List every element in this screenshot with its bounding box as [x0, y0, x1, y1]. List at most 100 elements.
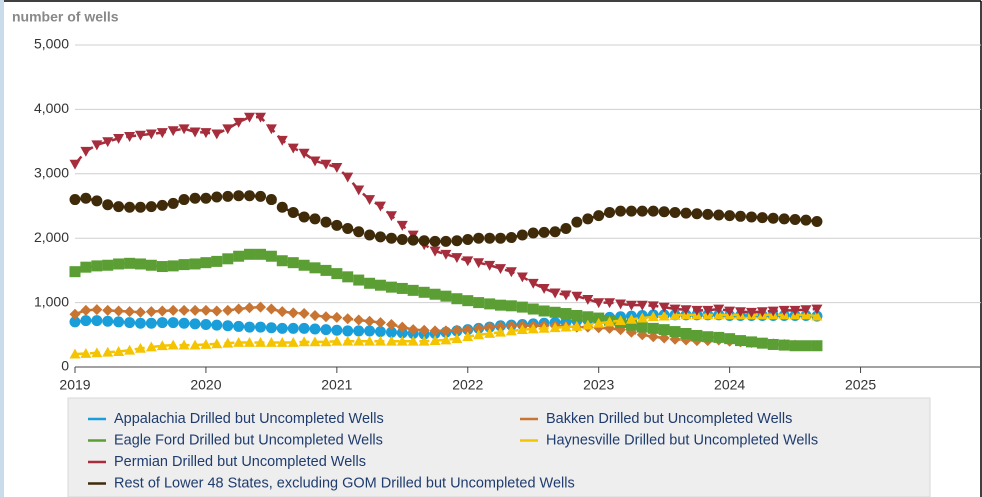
marker [756, 307, 768, 318]
marker [222, 253, 234, 265]
marker [549, 306, 561, 318]
marker [244, 302, 256, 314]
legend-label: Rest of Lower 48 States, excluding GOM D… [114, 475, 575, 491]
marker [134, 201, 146, 213]
marker [418, 335, 430, 346]
marker [364, 325, 376, 337]
marker [233, 190, 245, 202]
marker [593, 210, 605, 222]
marker [374, 231, 386, 243]
marker [538, 226, 550, 238]
marker [255, 112, 267, 123]
marker [102, 199, 114, 211]
left-edge [0, 0, 4, 497]
marker [102, 315, 114, 327]
marker [724, 210, 736, 222]
marker [647, 322, 659, 334]
marker [713, 209, 725, 221]
marker [800, 305, 812, 316]
marker [407, 234, 419, 246]
marker [178, 194, 190, 206]
marker [767, 212, 779, 224]
marker [287, 143, 299, 154]
marker [145, 317, 157, 329]
marker [167, 126, 179, 137]
marker [767, 338, 779, 350]
marker [156, 199, 168, 211]
marker [473, 232, 485, 244]
series-line [74, 115, 818, 314]
marker [69, 308, 81, 320]
marker [484, 328, 496, 338]
marker [429, 235, 441, 247]
marker [287, 337, 299, 347]
marker [451, 293, 463, 305]
marker [527, 227, 539, 239]
marker [407, 335, 419, 346]
marker [91, 347, 103, 358]
marker [473, 258, 485, 269]
legend-box [67, 397, 931, 497]
marker [582, 319, 594, 330]
marker [658, 206, 670, 218]
marker [396, 321, 408, 333]
marker [385, 281, 397, 293]
marker [156, 261, 168, 273]
marker [691, 208, 703, 220]
marker [647, 205, 659, 217]
marker [429, 325, 441, 337]
marker [211, 191, 223, 203]
marker [298, 322, 310, 334]
marker [582, 213, 594, 225]
marker [484, 232, 496, 244]
marker [178, 124, 190, 135]
marker [396, 233, 408, 245]
marker [102, 137, 114, 148]
marker [211, 319, 223, 331]
marker [451, 235, 463, 247]
marker [451, 333, 463, 344]
marker [604, 298, 616, 309]
marker [145, 259, 157, 271]
marker [647, 301, 659, 312]
marker [113, 305, 125, 317]
y-tick-label: 0 [61, 358, 69, 374]
marker [484, 321, 496, 333]
marker [276, 337, 288, 347]
marker [462, 256, 474, 267]
marker [396, 335, 408, 346]
marker [724, 333, 736, 345]
marker [233, 303, 245, 315]
marker [233, 250, 245, 262]
marker [538, 284, 550, 294]
marker [789, 305, 801, 316]
marker [353, 185, 365, 196]
marker [691, 329, 703, 341]
marker [233, 117, 245, 128]
marker [222, 320, 234, 332]
marker [276, 135, 288, 146]
marker [189, 192, 201, 204]
marker [244, 112, 256, 123]
marker [516, 324, 528, 335]
marker [702, 208, 714, 220]
marker [636, 300, 648, 311]
marker [429, 288, 441, 300]
marker [200, 304, 212, 316]
legend-label: Bakken Drilled but Uncompleted Wells [546, 411, 792, 427]
marker [145, 306, 157, 318]
marker [353, 274, 365, 286]
marker [124, 306, 136, 318]
marker [255, 337, 267, 347]
marker [145, 129, 157, 140]
marker [734, 210, 746, 222]
marker [756, 337, 768, 349]
marker [451, 324, 463, 336]
marker [734, 307, 746, 318]
marker [287, 307, 299, 319]
marker [309, 323, 321, 335]
marker [167, 260, 179, 272]
marker [178, 304, 190, 316]
marker [287, 257, 299, 269]
marker [113, 316, 125, 328]
